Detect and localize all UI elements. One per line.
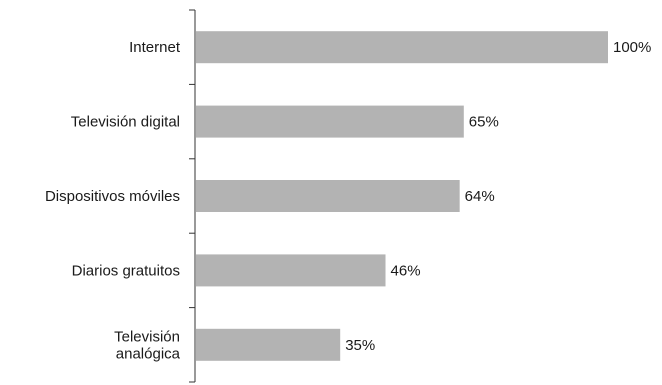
bar: [196, 105, 464, 138]
value-label: 46%: [391, 262, 421, 279]
y-axis: [189, 9, 196, 383]
category-label: Internet: [129, 39, 181, 56]
bar: [196, 31, 608, 64]
value-label: 100%: [613, 39, 651, 56]
category-label: Dispositivos móviles: [45, 188, 180, 205]
value-label: 65%: [469, 114, 499, 131]
category-label: Televisión analógica: [114, 328, 181, 362]
bars-group: [196, 31, 608, 361]
bar: [196, 328, 341, 361]
value-label: 35%: [345, 337, 375, 354]
value-label: 64%: [465, 188, 495, 205]
category-labels: Internet Televisión digital Dispositivos m…: [45, 39, 181, 362]
value-labels: 100% 65% 64% 46% 35%: [345, 39, 651, 354]
bar: [196, 180, 460, 212]
bar: [196, 254, 386, 287]
category-label: Diarios gratuitos: [72, 262, 180, 279]
category-label: Televisión digital: [71, 114, 180, 131]
